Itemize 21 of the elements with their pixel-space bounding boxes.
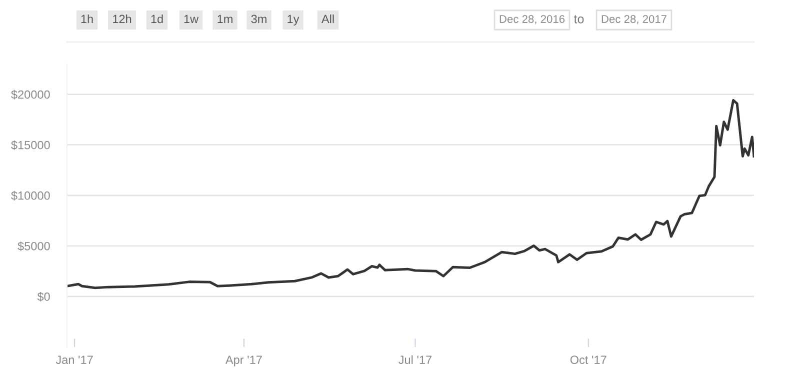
- text: All: [321, 14, 334, 24]
- line-series: [67, 99, 754, 290]
- x-tick-label: Jan '17: [56, 356, 93, 364]
- text: 1d: [151, 14, 163, 24]
- text: 1w: [184, 14, 199, 24]
- text: 1h: [81, 14, 93, 24]
- y-tick-label: $5000: [18, 241, 50, 252]
- y-tick-label: $20000: [11, 90, 50, 100]
- y-tick-label: $0: [37, 292, 50, 302]
- x-tick-label: Apr '17: [225, 356, 262, 366]
- x-tick-label: Oct '17: [570, 356, 606, 364]
- y-tick-label: $15000: [11, 140, 50, 150]
- y-tick-label: $10000: [11, 190, 50, 200]
- x-tick-label: Jul '17: [398, 355, 432, 364]
- text: Dec 28, 2017: [602, 15, 666, 24]
- text: 12h: [113, 14, 132, 24]
- text: 3m: [251, 14, 266, 24]
- text: 1y: [288, 14, 300, 26]
- text: to: [574, 15, 584, 24]
- text: Dec 28, 2016: [500, 15, 565, 24]
- text: 1m: [218, 14, 232, 24]
